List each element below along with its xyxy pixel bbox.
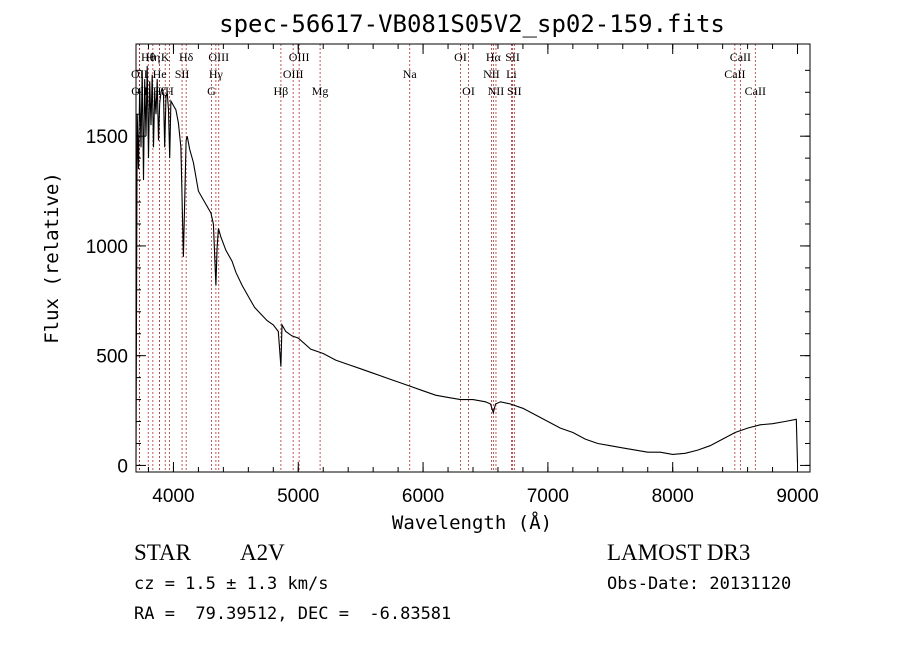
line-label: SII — [505, 50, 520, 64]
y-tick-label: 1500 — [86, 127, 128, 148]
observation-date: Obs-Date: 20131120 — [607, 574, 792, 594]
object-class: STAR — [134, 540, 191, 565]
y-tick-label: 1000 — [86, 237, 128, 258]
line-label: Hη — [145, 50, 160, 64]
spectrum-line — [135, 65, 799, 464]
x-tick-label: 6000 — [402, 486, 444, 507]
line-label: Li — [506, 67, 517, 81]
line-label: Hδ — [179, 50, 194, 64]
line-label: Hγ — [209, 67, 224, 81]
y-tick-label: 0 — [117, 456, 128, 477]
line-label: H — [165, 84, 174, 98]
line-label: Na — [403, 67, 418, 81]
line-label: NII — [488, 84, 505, 98]
spectrum-chart: spec-56617-VB081S05V2_sp02-159.fits Hθ OI… — [41, 10, 819, 534]
y-tick-label: 500 — [96, 347, 128, 368]
line-label: CaII — [730, 50, 751, 64]
line-markers — [138, 44, 756, 472]
line-label: Hθ — [141, 50, 156, 64]
line-label: NII — [483, 67, 500, 81]
line-label: SII — [175, 67, 190, 81]
redshift-readout: cz = 1.5 ± 1.3 km/s — [134, 574, 329, 594]
x-tick-label: 9000 — [776, 486, 818, 507]
line-label: He — [153, 67, 167, 81]
y-axis-label: Flux (relative) — [41, 172, 63, 344]
coordinates-readout: RA = 79.39512, DEC = -6.83581 — [134, 604, 452, 624]
chart-title: spec-56617-VB081S05V2_sp02-159.fits — [219, 10, 725, 38]
line-label: G — [207, 84, 216, 98]
line-label: OIII — [289, 50, 310, 64]
axis-ticks: 4000 5000 6000 7000 8000 9000 0 500 1000 1500 — [86, 44, 819, 507]
line-label: CaII — [745, 84, 766, 98]
plot-frame — [135, 43, 811, 473]
x-tick-label: 7000 — [527, 486, 569, 507]
line-label: OI — [462, 84, 475, 98]
x-tick-label: 4000 — [152, 486, 194, 507]
line-label: Hβ — [274, 84, 289, 98]
line-label: Hα — [486, 50, 502, 64]
x-tick-label: 8000 — [652, 486, 694, 507]
line-label: OI — [454, 50, 467, 64]
line-label: OIII — [208, 50, 229, 64]
x-axis-label: Wavelength (Å) — [392, 511, 552, 534]
line-label: CaII — [724, 67, 745, 81]
spectral-subclass: A2V — [240, 540, 285, 565]
line-label: OIII — [283, 67, 304, 81]
line-label: Mg — [312, 84, 329, 98]
line-label: K — [161, 50, 170, 64]
survey-name: LAMOST DR3 — [607, 540, 751, 565]
line-label: OII — [131, 67, 148, 81]
line-label: SII — [507, 84, 522, 98]
x-tick-label: 5000 — [277, 486, 319, 507]
